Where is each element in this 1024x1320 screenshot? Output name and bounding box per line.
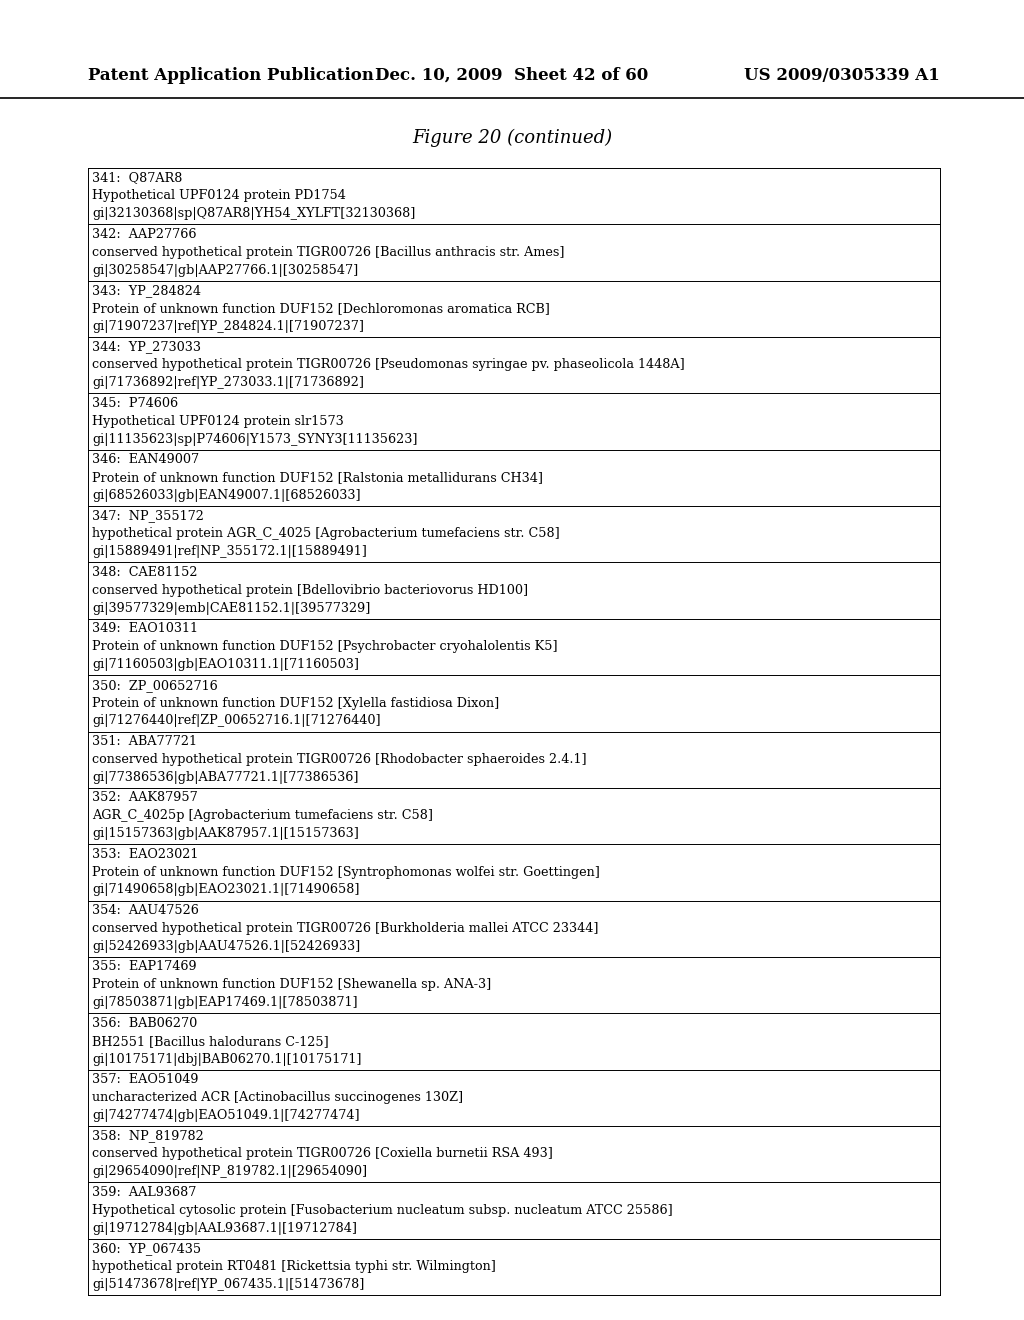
Text: gi|71276440|ref|ZP_00652716.1|[71276440]: gi|71276440|ref|ZP_00652716.1|[71276440]: [92, 714, 381, 727]
Text: 353:  EAO23021: 353: EAO23021: [92, 847, 199, 861]
Text: conserved hypothetical protein [Bdellovibrio bacteriovorus HD100]: conserved hypothetical protein [Bdellovi…: [92, 583, 528, 597]
Text: Protein of unknown function DUF152 [Dechloromonas aromatica RCB]: Protein of unknown function DUF152 [Dech…: [92, 302, 550, 315]
Text: gi|39577329|emb|CAE81152.1|[39577329]: gi|39577329|emb|CAE81152.1|[39577329]: [92, 602, 371, 615]
Text: conserved hypothetical protein TIGR00726 [Burkholderia mallei ATCC 23344]: conserved hypothetical protein TIGR00726…: [92, 921, 598, 935]
Text: 352:  AAK87957: 352: AAK87957: [92, 792, 198, 804]
Text: gi|68526033|gb|EAN49007.1|[68526033]: gi|68526033|gb|EAN49007.1|[68526033]: [92, 488, 360, 502]
Text: AGR_C_4025p [Agrobacterium tumefaciens str. C58]: AGR_C_4025p [Agrobacterium tumefaciens s…: [92, 809, 433, 822]
Text: 345:  P74606: 345: P74606: [92, 397, 178, 411]
Text: 346:  EAN49007: 346: EAN49007: [92, 453, 199, 466]
Text: Dec. 10, 2009  Sheet 42 of 60: Dec. 10, 2009 Sheet 42 of 60: [376, 66, 648, 83]
Text: gi|30258547|gb|AAP27766.1|[30258547]: gi|30258547|gb|AAP27766.1|[30258547]: [92, 264, 358, 277]
Text: Hypothetical cytosolic protein [Fusobacterium nucleatum subsp. nucleatum ATCC 25: Hypothetical cytosolic protein [Fusobact…: [92, 1204, 673, 1217]
Text: uncharacterized ACR [Actinobacillus succinogenes 130Z]: uncharacterized ACR [Actinobacillus succ…: [92, 1092, 463, 1104]
Text: hypothetical protein RT0481 [Rickettsia typhi str. Wilmington]: hypothetical protein RT0481 [Rickettsia …: [92, 1261, 496, 1272]
Text: 344:  YP_273033: 344: YP_273033: [92, 341, 201, 354]
Text: gi|77386536|gb|ABA77721.1|[77386536]: gi|77386536|gb|ABA77721.1|[77386536]: [92, 771, 358, 784]
Text: gi|15157363|gb|AAK87957.1|[15157363]: gi|15157363|gb|AAK87957.1|[15157363]: [92, 828, 358, 840]
Text: 360:  YP_067435: 360: YP_067435: [92, 1242, 201, 1255]
Text: Hypothetical UPF0124 protein slr1573: Hypothetical UPF0124 protein slr1573: [92, 414, 344, 428]
Text: gi|74277474|gb|EAO51049.1|[74277474]: gi|74277474|gb|EAO51049.1|[74277474]: [92, 1109, 359, 1122]
Text: 359:  AAL93687: 359: AAL93687: [92, 1185, 197, 1199]
Text: hypothetical protein AGR_C_4025 [Agrobacterium tumefaciens str. C58]: hypothetical protein AGR_C_4025 [Agrobac…: [92, 528, 560, 540]
Text: Figure 20 (continued): Figure 20 (continued): [412, 129, 612, 147]
Text: Protein of unknown function DUF152 [Xylella fastidiosa Dixon]: Protein of unknown function DUF152 [Xyle…: [92, 697, 500, 710]
Text: Protein of unknown function DUF152 [Psychrobacter cryohalolentis K5]: Protein of unknown function DUF152 [Psyc…: [92, 640, 558, 653]
Text: gi|71490658|gb|EAO23021.1|[71490658]: gi|71490658|gb|EAO23021.1|[71490658]: [92, 883, 359, 896]
Text: gi|15889491|ref|NP_355172.1|[15889491]: gi|15889491|ref|NP_355172.1|[15889491]: [92, 545, 367, 558]
Text: gi|71736892|ref|YP_273033.1|[71736892]: gi|71736892|ref|YP_273033.1|[71736892]: [92, 376, 364, 389]
Text: 349:  EAO10311: 349: EAO10311: [92, 622, 198, 635]
Text: gi|51473678|ref|YP_067435.1|[51473678]: gi|51473678|ref|YP_067435.1|[51473678]: [92, 1278, 365, 1291]
Text: 347:  NP_355172: 347: NP_355172: [92, 510, 204, 523]
Text: 342:  AAP27766: 342: AAP27766: [92, 228, 197, 240]
Text: gi|78503871|gb|EAP17469.1|[78503871]: gi|78503871|gb|EAP17469.1|[78503871]: [92, 997, 357, 1010]
Text: conserved hypothetical protein TIGR00726 [Coxiella burnetii RSA 493]: conserved hypothetical protein TIGR00726…: [92, 1147, 553, 1160]
Text: gi|52426933|gb|AAU47526.1|[52426933]: gi|52426933|gb|AAU47526.1|[52426933]: [92, 940, 360, 953]
Text: gi|11135623|sp|P74606|Y1573_SYNY3[11135623]: gi|11135623|sp|P74606|Y1573_SYNY3[111356…: [92, 433, 418, 446]
Text: conserved hypothetical protein TIGR00726 [Bacillus anthracis str. Ames]: conserved hypothetical protein TIGR00726…: [92, 246, 564, 259]
Text: gi|71160503|gb|EAO10311.1|[71160503]: gi|71160503|gb|EAO10311.1|[71160503]: [92, 659, 359, 671]
Text: Hypothetical UPF0124 protein PD1754: Hypothetical UPF0124 protein PD1754: [92, 189, 346, 202]
Text: gi|71907237|ref|YP_284824.1|[71907237]: gi|71907237|ref|YP_284824.1|[71907237]: [92, 319, 364, 333]
Text: 356:  BAB06270: 356: BAB06270: [92, 1016, 198, 1030]
Text: conserved hypothetical protein TIGR00726 [Rhodobacter sphaeroides 2.4.1]: conserved hypothetical protein TIGR00726…: [92, 752, 587, 766]
Text: conserved hypothetical protein TIGR00726 [Pseudomonas syringae pv. phaseolicola : conserved hypothetical protein TIGR00726…: [92, 359, 685, 371]
Text: 350:  ZP_00652716: 350: ZP_00652716: [92, 678, 218, 692]
Text: Protein of unknown function DUF152 [Syntrophomonas wolfei str. Goettingen]: Protein of unknown function DUF152 [Synt…: [92, 866, 600, 879]
Text: Protein of unknown function DUF152 [Shewanella sp. ANA-3]: Protein of unknown function DUF152 [Shew…: [92, 978, 492, 991]
Text: gi|19712784|gb|AAL93687.1|[19712784]: gi|19712784|gb|AAL93687.1|[19712784]: [92, 1221, 357, 1234]
Text: 358:  NP_819782: 358: NP_819782: [92, 1130, 204, 1142]
Text: US 2009/0305339 A1: US 2009/0305339 A1: [744, 66, 940, 83]
Text: gi|29654090|ref|NP_819782.1|[29654090]: gi|29654090|ref|NP_819782.1|[29654090]: [92, 1166, 368, 1179]
Text: Patent Application Publication: Patent Application Publication: [88, 66, 374, 83]
Text: BH2551 [Bacillus halodurans C-125]: BH2551 [Bacillus halodurans C-125]: [92, 1035, 329, 1048]
Text: Protein of unknown function DUF152 [Ralstonia metallidurans CH34]: Protein of unknown function DUF152 [Rals…: [92, 471, 543, 484]
Text: 351:  ABA77721: 351: ABA77721: [92, 735, 197, 748]
Text: 355:  EAP17469: 355: EAP17469: [92, 961, 197, 973]
Text: 357:  EAO51049: 357: EAO51049: [92, 1073, 199, 1086]
Text: 343:  YP_284824: 343: YP_284824: [92, 284, 201, 297]
Text: 354:  AAU47526: 354: AAU47526: [92, 904, 199, 917]
Text: 341:  Q87AR8: 341: Q87AR8: [92, 172, 182, 185]
Text: 348:  CAE81152: 348: CAE81152: [92, 566, 198, 579]
Text: gi|32130368|sp|Q87AR8|YH54_XYLFT[32130368]: gi|32130368|sp|Q87AR8|YH54_XYLFT[3213036…: [92, 207, 416, 220]
Text: gi|10175171|dbj|BAB06270.1|[10175171]: gi|10175171|dbj|BAB06270.1|[10175171]: [92, 1052, 361, 1065]
